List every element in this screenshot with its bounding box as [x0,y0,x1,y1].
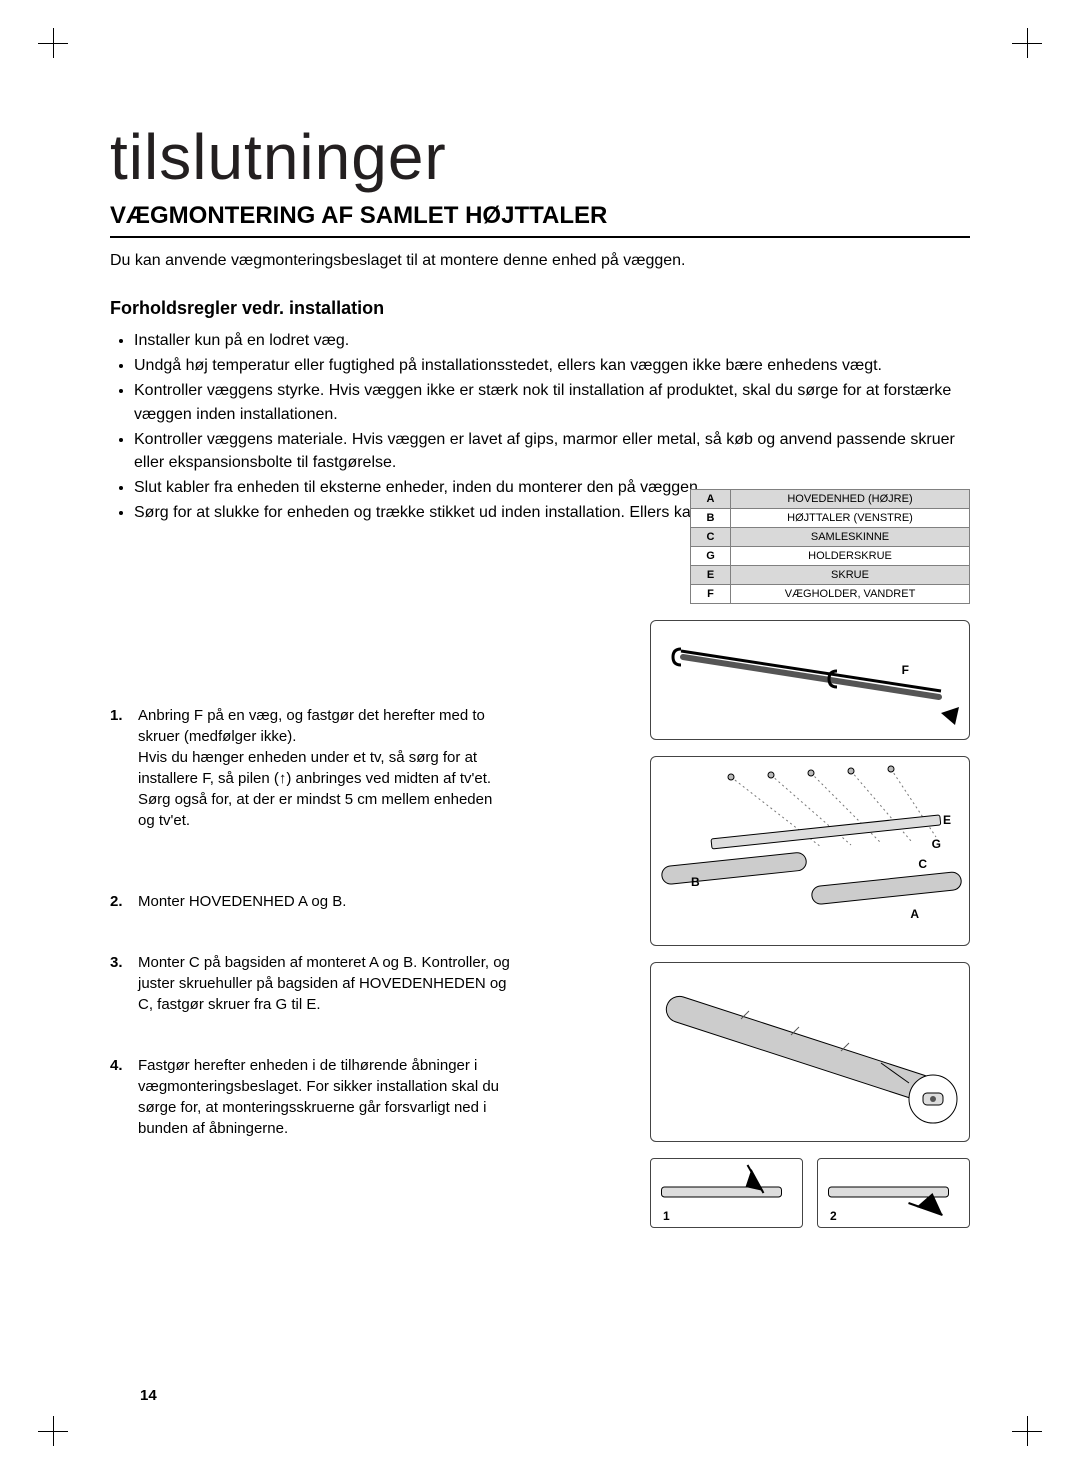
wall-bracket-icon [651,621,971,741]
step-item: 1.Anbring F på en væg, og fastgør det he… [110,705,510,831]
list-item: Kontroller væggens materiale. Hvis vægge… [134,428,970,474]
diagram-label: A [910,907,919,921]
section-heading: VÆGMONTERING AF SAMLET HØJTTALER [110,202,970,238]
page-number: 14 [140,1387,157,1404]
diagram-label: F [902,663,909,677]
table-row: FVÆGHOLDER, VANDRET [691,585,970,604]
diagram-label: E [943,813,951,827]
crop-mark [38,1416,68,1446]
crop-mark [38,28,68,58]
diagram-area: F E G C B A [650,620,970,1228]
diagram-4-panel: 1 [650,1158,803,1228]
table-row: AHOVEDENHED (HØJRE) [691,490,970,509]
diagram-label: C [918,857,927,871]
diagram-label: 2 [830,1209,837,1223]
diagram-1: F [650,620,970,740]
diagram-label: 1 [663,1209,670,1223]
table-row: BHØJTTALER (VENSTRE) [691,509,970,528]
steps-list: 1.Anbring F på en væg, og fastgør det he… [110,705,510,1139]
table-row: GHOLDERSKRUE [691,547,970,566]
parts-table: AHOVEDENHED (HØJRE) BHØJTTALER (VENSTRE)… [690,489,970,604]
slot-step1-icon [651,1159,802,1229]
sub-heading: Forholdsregler vedr. installation [110,298,970,319]
diagram-2: E G C B A [650,756,970,946]
page-title: tilslutninger [110,120,970,194]
list-item: Kontroller væggens styrke. Hvis væggen i… [134,379,970,425]
diagram-label: G [932,837,941,851]
crop-mark [1012,28,1042,58]
diagram-4: 1 2 [650,1158,970,1228]
table-row: CSAMLESKINNE [691,528,970,547]
list-item: Installer kun på en lodret væg. [134,329,970,352]
crop-mark [1012,1416,1042,1446]
table-row: ESKRUE [691,566,970,585]
intro-text: Du kan anvende vægmonteringsbeslaget til… [110,252,970,270]
step-item: 2.Monter HOVEDENHED A og B. [110,891,510,912]
step-item: 3.Monter C på bagsiden af monteret A og … [110,952,510,1015]
assembly-icon [651,757,971,947]
mount-icon [651,963,971,1143]
diagram-4-panel: 2 [817,1158,970,1228]
slot-step2-icon [818,1159,969,1229]
diagram-label: B [691,875,700,889]
diagram-3 [650,962,970,1142]
list-item: Undgå høj temperatur eller fugtighed på … [134,354,970,377]
step-item: 4.Fastgør herefter enheden i de tilhøren… [110,1055,510,1139]
